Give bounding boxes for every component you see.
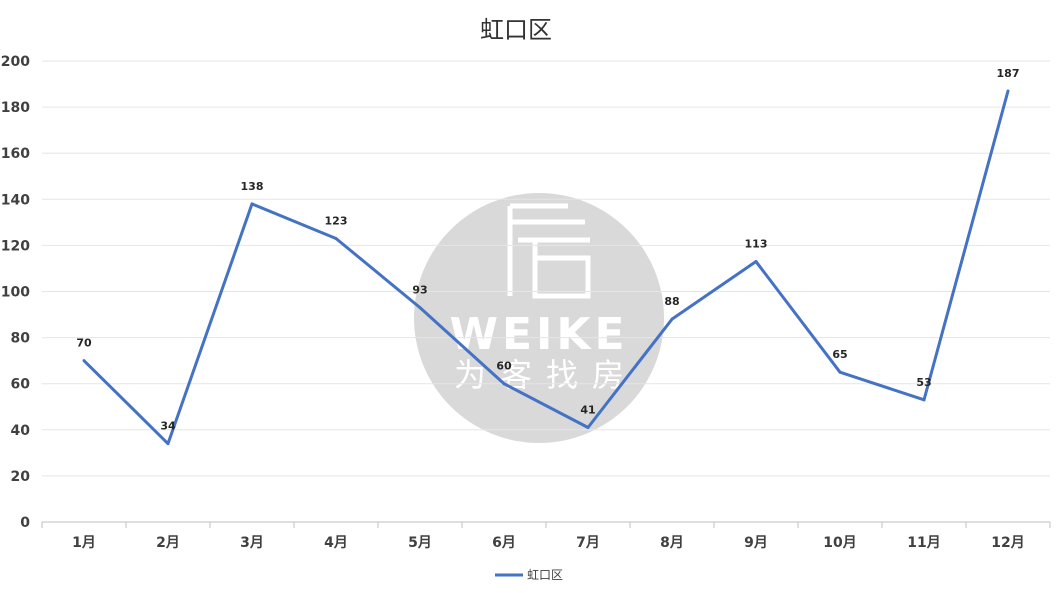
data-point: [754, 260, 758, 264]
data-label: 88: [664, 295, 679, 308]
x-tick-label: 10月: [823, 535, 856, 551]
x-tick-label: 7月: [576, 535, 600, 551]
x-tick-label: 6月: [492, 535, 516, 551]
data-label: 41: [580, 403, 595, 416]
y-tick-label: 80: [11, 331, 31, 347]
legend-label: 虹口区: [527, 568, 563, 582]
y-axis: 0 20 40 60 80 100 120 140 160 180 200: [1, 54, 30, 531]
data-label: 187: [997, 67, 1020, 80]
data-label: 65: [832, 348, 847, 361]
y-tick-label: 180: [1, 100, 30, 116]
data-label: 113: [745, 238, 768, 251]
x-tick-label: 1月: [72, 535, 96, 551]
watermark: WEIKE 为客找房: [414, 193, 664, 443]
x-tick-label: 12月: [991, 535, 1024, 551]
x-tick-label: 4月: [324, 535, 348, 551]
series-line: [82, 90, 1010, 446]
x-tick-label: 9月: [744, 535, 768, 551]
watermark-letters: WEIKE: [449, 309, 628, 360]
x-axis: 1月 2月 3月 4月 5月 6月 7月 8月 9月 10月 11月 12月: [41, 522, 1051, 551]
x-tick-label: 11月: [907, 535, 940, 551]
data-label: 60: [496, 360, 512, 373]
chart-title: 虹口区: [480, 16, 552, 44]
y-tick-label: 40: [11, 423, 31, 439]
y-tick-label: 140: [1, 192, 30, 208]
data-label: 123: [325, 214, 348, 227]
data-point: [334, 236, 338, 240]
data-point: [586, 425, 590, 429]
x-tick-label: 5月: [408, 535, 432, 551]
house-logo-icon: [507, 203, 591, 299]
y-tick-label: 20: [11, 469, 31, 485]
data-label: 53: [916, 376, 931, 389]
data-point: [82, 359, 86, 363]
x-tick-label: 2月: [156, 535, 180, 551]
data-point: [1006, 89, 1010, 93]
y-tick-label: 200: [1, 54, 30, 70]
data-label: 138: [241, 180, 264, 193]
y-tick-label: 120: [1, 238, 30, 254]
legend: 虹口区: [495, 568, 563, 582]
data-labels: 70 34 138 123 93 60 41 88 113 65 53 187: [76, 67, 1019, 433]
x-tick-label: 8月: [660, 535, 684, 551]
y-tick-label: 60: [11, 377, 31, 393]
data-point: [166, 442, 170, 446]
x-tick-label: 3月: [240, 535, 264, 551]
y-tick-label: 160: [1, 146, 30, 162]
y-tick-label: 0: [20, 515, 30, 531]
data-label: 70: [76, 337, 92, 350]
data-point: [250, 202, 254, 206]
gridlines: [42, 60, 1050, 523]
data-point: [670, 317, 674, 321]
data-point: [418, 306, 422, 310]
data-label: 93: [412, 284, 427, 297]
data-point: [502, 382, 506, 386]
data-point: [922, 398, 926, 402]
data-label: 34: [160, 420, 176, 433]
watermark-circle: [414, 193, 664, 443]
y-tick-label: 100: [1, 285, 30, 301]
data-point: [838, 370, 842, 374]
series-layer: [82, 89, 1010, 446]
